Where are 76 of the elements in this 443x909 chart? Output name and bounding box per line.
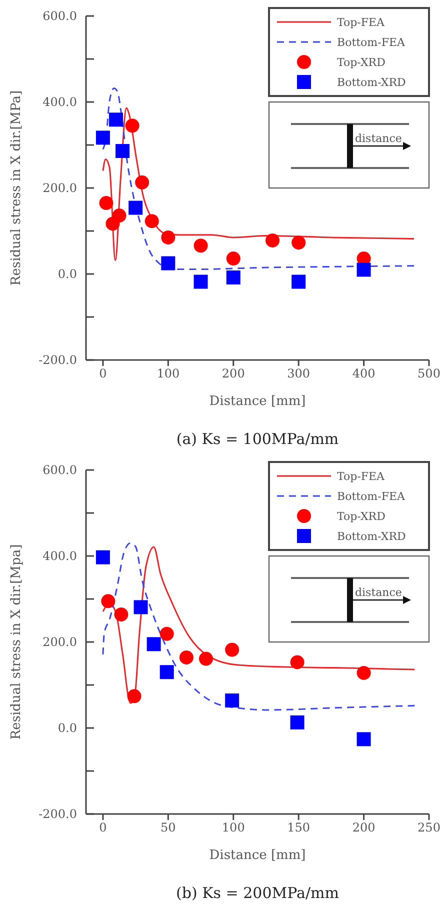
point bbox=[198, 652, 213, 666]
point bbox=[266, 233, 280, 248]
point bbox=[161, 256, 176, 270]
annotation: distance bbox=[355, 132, 402, 145]
legend-label: Bottom-FEA bbox=[337, 490, 406, 503]
x-tick-label: 0 bbox=[99, 820, 107, 835]
point bbox=[292, 274, 306, 289]
x-tick-label: 100 bbox=[156, 366, 180, 381]
y-axis-title: Residual stress in X dir.[Mpa] bbox=[9, 544, 24, 740]
point bbox=[128, 200, 143, 215]
legend-label: Top-FEA bbox=[337, 16, 386, 29]
y-tick-label: 200.0 bbox=[42, 634, 77, 649]
point bbox=[112, 208, 126, 223]
point bbox=[225, 642, 240, 657]
x-tick-label: 200 bbox=[222, 366, 245, 381]
y-tick-label: 0.0 bbox=[58, 720, 77, 735]
x-tick-label: 0 bbox=[99, 366, 107, 381]
x-tick-label: 100 bbox=[222, 820, 245, 835]
text: (b) Ks = 200MPa/mm bbox=[176, 884, 339, 902]
x-tick-label: 150 bbox=[287, 820, 310, 835]
legend-label: Top-XRD bbox=[337, 56, 386, 69]
x-tick-label: 400 bbox=[352, 366, 376, 381]
legend-label: Top-XRD bbox=[337, 510, 386, 523]
point bbox=[99, 196, 114, 210]
point bbox=[225, 693, 240, 708]
y-tick-label: 600.0 bbox=[42, 462, 77, 477]
x-axis-title: Distance [mm] bbox=[209, 394, 306, 409]
point bbox=[226, 252, 240, 266]
x-tick-label: 250 bbox=[418, 820, 440, 835]
point bbox=[179, 650, 194, 664]
y-tick-label: 600.0 bbox=[42, 8, 77, 23]
legend-label: Bottom-XRD bbox=[337, 530, 406, 543]
legend-label: Top-FEA bbox=[337, 470, 386, 483]
point bbox=[146, 637, 161, 652]
legend-label: Bottom-FEA bbox=[337, 36, 406, 49]
point bbox=[226, 270, 240, 284]
point bbox=[356, 732, 371, 746]
point bbox=[125, 118, 140, 133]
point bbox=[356, 666, 371, 680]
y-tick-label: 0.0 bbox=[58, 266, 77, 281]
y-tick-label: 200.0 bbox=[42, 180, 77, 195]
point bbox=[356, 262, 371, 277]
point bbox=[144, 214, 159, 228]
y-axis-title: Residual stress in X dir.[MPa] bbox=[9, 90, 24, 286]
point bbox=[160, 665, 174, 680]
distance-diagram: distance bbox=[268, 555, 430, 643]
point bbox=[290, 655, 304, 670]
y-tick-label: -200.0 bbox=[38, 806, 77, 821]
point bbox=[108, 112, 123, 127]
point bbox=[127, 689, 142, 704]
y-tick-label: 400.0 bbox=[42, 94, 77, 109]
point bbox=[292, 236, 306, 250]
point bbox=[290, 715, 304, 730]
x-tick-label: 50 bbox=[160, 820, 176, 835]
point bbox=[134, 600, 148, 614]
legend-label: Bottom-XRD bbox=[337, 76, 406, 89]
point bbox=[194, 238, 208, 253]
y-tick-label: 400.0 bbox=[42, 548, 77, 563]
annotation: distance bbox=[355, 586, 402, 599]
point bbox=[96, 130, 110, 145]
y-tick-label: -200.0 bbox=[38, 352, 77, 367]
point bbox=[161, 230, 176, 244]
text: (a) Ks = 100MPa/mm bbox=[176, 430, 339, 448]
point bbox=[135, 175, 150, 190]
x-axis-title: Distance [mm] bbox=[209, 848, 306, 863]
point bbox=[116, 144, 130, 158]
point bbox=[160, 626, 174, 641]
point bbox=[101, 594, 116, 608]
x-tick-label: 300 bbox=[287, 366, 310, 381]
point bbox=[114, 607, 128, 622]
point bbox=[96, 550, 110, 564]
point bbox=[194, 274, 208, 289]
x-tick-label: 500 bbox=[418, 366, 440, 381]
distance-diagram: distance bbox=[268, 101, 430, 189]
x-tick-label: 200 bbox=[352, 820, 376, 835]
line-series bbox=[102, 107, 415, 261]
